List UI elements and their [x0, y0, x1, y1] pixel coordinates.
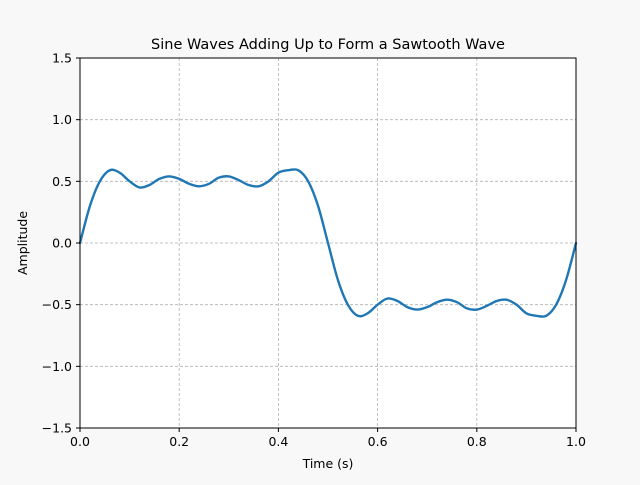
y-axis-ticks: −1.5 −1.0 −0.5 0.0 0.5 1.0 1.5	[42, 51, 80, 436]
x-tick-label: 1.0	[566, 434, 586, 449]
x-axis-label: Time (s)	[302, 456, 354, 471]
y-tick-label: −1.0	[42, 359, 72, 374]
y-tick-label: 0.0	[52, 236, 72, 251]
y-axis-label: Amplitude	[15, 211, 30, 275]
y-tick-label: 1.5	[52, 51, 72, 66]
x-tick-label: 0.8	[467, 434, 487, 449]
x-axis-ticks: 0.0 0.2 0.4 0.6 0.8 1.0	[70, 428, 586, 449]
y-tick-label: 0.5	[52, 174, 72, 189]
y-tick-label: −0.5	[42, 297, 72, 312]
x-tick-label: 0.4	[268, 434, 288, 449]
series-line	[78, 168, 578, 318]
x-tick-label: 0.0	[70, 434, 90, 449]
series-layer	[78, 168, 578, 318]
y-tick-label: 1.0	[52, 112, 72, 127]
y-tick-label: −1.5	[42, 421, 72, 436]
grid-lines	[80, 58, 576, 428]
x-tick-label: 0.6	[368, 434, 388, 449]
chart-title: Sine Waves Adding Up to Form a Sawtooth …	[151, 37, 505, 53]
x-tick-label: 0.2	[169, 434, 189, 449]
